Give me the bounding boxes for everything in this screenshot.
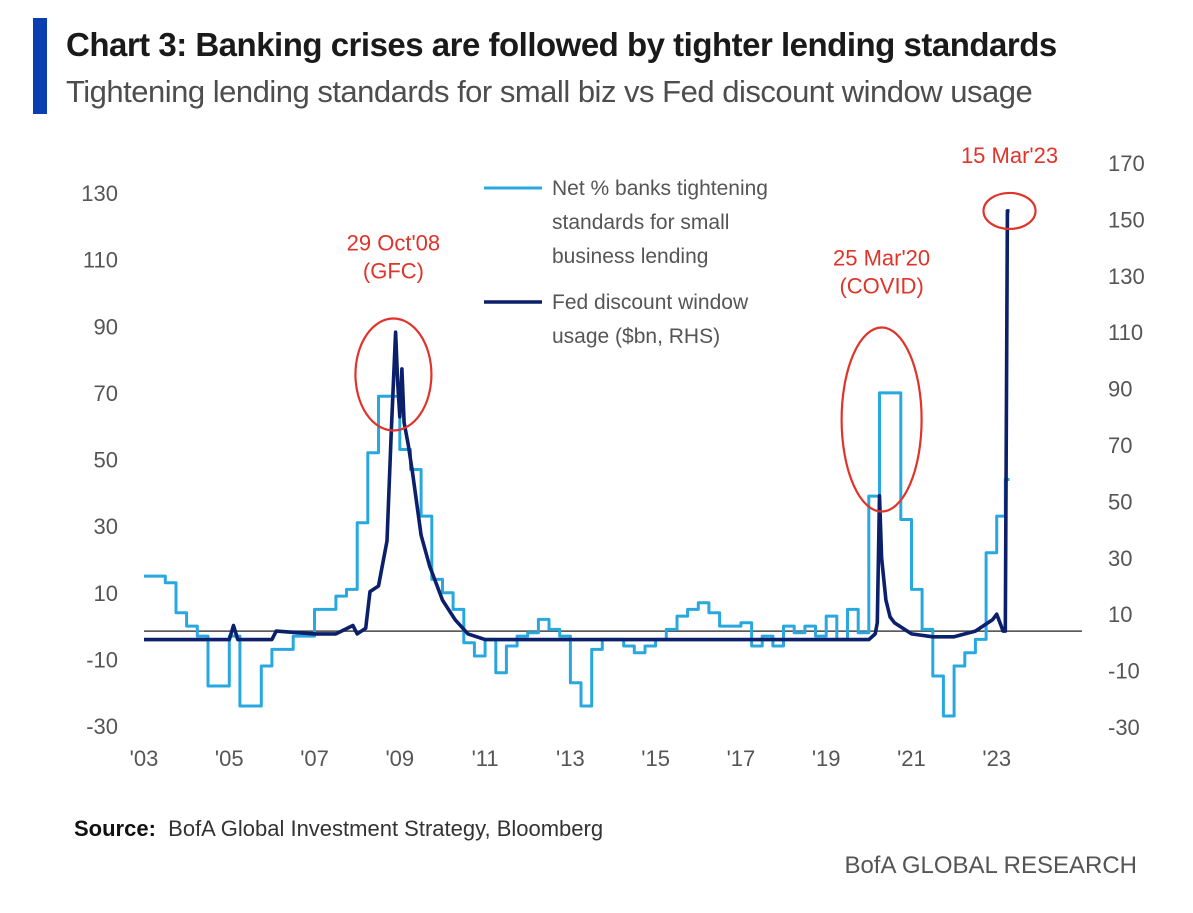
x-tick-label: '11 [472,746,499,771]
x-tick-label: '23 [982,746,1011,771]
right-tick-label: 150 [1108,207,1145,232]
left-tick-label: -30 [86,714,118,739]
series-line-fed-discount [144,209,1010,642]
annotation-group: 29 Oct'08 (GFC) 25 Mar'20 (COVID) 15 Mar'23 [347,143,1058,513]
left-tick-label: 130 [81,181,118,206]
x-tick-label: '15 [641,746,670,771]
x-tick-label: '19 [812,746,841,771]
annotation-label: (COVID) [839,274,923,299]
x-tick-label: '21 [897,746,926,771]
left-tick-label: 50 [94,448,118,473]
annotation-label: 25 Mar'20 [833,246,930,271]
x-tick-label: '17 [727,746,756,771]
right-tick-label: -10 [1108,659,1140,684]
source-text: BofA Global Investment Strategy, Bloombe… [168,816,604,841]
left-axis-ticks: -30 -10 10 30 50 70 90 110 130 [81,181,118,739]
right-tick-label: 130 [1108,264,1145,289]
right-tick-label: 110 [1108,320,1143,345]
annotation-circle [982,191,1037,231]
legend-label: Fed discount window [552,291,749,314]
annotation-circle [354,317,433,432]
annotation-label: 29 Oct'08 [347,231,440,256]
annotation-label: (GFC) [363,259,424,284]
x-tick-label: '07 [300,746,329,771]
x-tick-label: '05 [215,746,244,771]
right-tick-label: 70 [1108,433,1132,458]
x-axis-ticks: '03 '05 '07 '09 '11 '13 '15 '17 '19 '21 '23 [130,746,1011,771]
right-tick-label: 170 [1108,151,1145,176]
left-tick-label: 90 [94,314,118,339]
right-axis-ticks: -30 -10 10 30 50 70 90 110 130 150 170 [1108,151,1145,740]
x-tick-label: '03 [130,746,159,771]
source-label: Source: [74,816,156,841]
series-line-tightening [144,391,1010,718]
legend: Net % banks tightening standards for smal… [484,177,768,348]
annotation-circle [840,326,923,513]
brand-label: BofA GLOBAL RESEARCH [844,852,1137,879]
x-tick-label: '13 [556,746,585,771]
right-tick-label: 10 [1108,602,1132,627]
legend-label: Net % banks tightening [552,177,768,200]
left-tick-label: 30 [94,514,118,539]
left-tick-label: 70 [94,381,118,406]
chart-title: Chart 3: Banking crises are followed by … [66,26,1057,63]
right-tick-label: -30 [1108,715,1140,740]
legend-label: standards for small [552,211,729,234]
right-tick-label: 90 [1108,377,1132,402]
right-tick-label: 50 [1108,489,1132,514]
chart-subtitle: Tightening lending standards for small b… [66,74,1033,109]
legend-label: usage ($bn, RHS) [552,325,720,348]
annotation-label: 15 Mar'23 [961,143,1058,168]
source-note: Source: BofA Global Investment Strategy,… [74,816,603,842]
left-tick-label: 110 [83,248,118,273]
x-tick-label: '09 [385,746,414,771]
left-tick-label: 10 [94,581,118,606]
legend-label: business lending [552,245,708,268]
right-tick-label: 30 [1108,546,1132,571]
left-tick-label: -10 [86,647,118,672]
series-group [144,209,1010,718]
accent-bar [33,18,47,114]
